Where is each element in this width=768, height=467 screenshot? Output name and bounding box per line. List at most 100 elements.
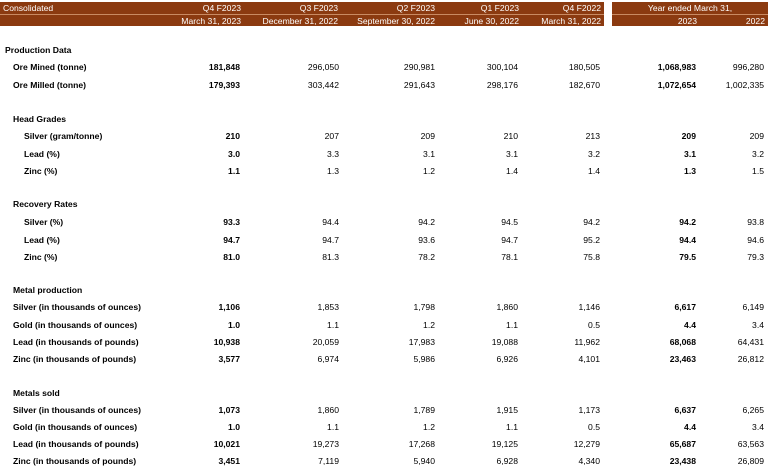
row-label: Lead (%)	[24, 235, 60, 245]
cell-value: 11,962	[574, 337, 600, 347]
section-title: Recovery Rates	[13, 199, 78, 209]
cell-value: 7,119	[318, 456, 339, 466]
cell-value: 93.6	[418, 235, 435, 245]
section-title: Metal production	[13, 285, 83, 295]
cell-value: 17,268	[408, 439, 435, 449]
cell-value: 1.1	[506, 320, 518, 330]
row-label: Zinc (in thousands of pounds)	[13, 354, 137, 364]
cell-value: 3.4	[752, 320, 764, 330]
cell-value: 1,146	[578, 302, 600, 312]
cell-value: 1.2	[423, 422, 435, 432]
cell-value: 6,974	[317, 354, 339, 364]
cell-value: 1.2	[423, 166, 435, 176]
cell-value: 1.1	[228, 166, 240, 176]
cell-value: 180,505	[568, 62, 600, 72]
cell-value: 1,173	[578, 405, 600, 415]
cell-value: 68,068	[669, 337, 696, 347]
cell-value: 6,149	[742, 302, 764, 312]
cell-value: 291,643	[403, 80, 435, 90]
cell-value: 1,002,335	[725, 80, 764, 90]
cell-value: 996,280	[732, 62, 764, 72]
cell-value: 10,938	[213, 337, 240, 347]
row-label: Lead (in thousands of pounds)	[13, 439, 139, 449]
cell-value: 17,983	[408, 337, 435, 347]
cell-value: 179,393	[208, 80, 240, 90]
header-date-q2f2023: September 30, 2022	[341, 14, 438, 26]
cell-value: 3.4	[752, 422, 764, 432]
section-title: Metals sold	[13, 388, 60, 398]
cell-value: 3.2	[588, 149, 600, 159]
row-label: Ore Milled (tonne)	[13, 80, 87, 90]
cell-value: 1,860	[496, 302, 518, 312]
cell-value: 303,442	[307, 80, 339, 90]
cell-value: 3,577	[218, 354, 240, 364]
cell-value: 209	[749, 131, 764, 141]
cell-value: 12,279	[573, 439, 600, 449]
header-date-q4f2023: March 31, 2023	[147, 14, 244, 26]
header-q4f2023: Q4 F2023	[147, 2, 244, 14]
cell-value: 1.0	[228, 320, 240, 330]
cell-value: 1,789	[413, 405, 435, 415]
header-q3f2023: Q3 F2023	[244, 2, 341, 14]
cell-value: 1,106	[218, 302, 240, 312]
cell-value: 81.0	[223, 252, 240, 262]
header-date-q1f2023: June 30, 2022	[438, 14, 522, 26]
cell-value: 1,798	[413, 302, 435, 312]
cell-value: 209	[681, 131, 696, 141]
cell-value: 1,860	[317, 405, 339, 415]
cell-value: 94.7	[322, 235, 339, 245]
cell-value: 290,981	[403, 62, 435, 72]
cell-value: 19,088	[491, 337, 518, 347]
cell-value: 1.1	[327, 422, 339, 432]
cell-value: 213	[585, 131, 600, 141]
cell-value: 1,915	[496, 405, 518, 415]
cell-value: 1.4	[588, 166, 600, 176]
cell-value: 1.5	[752, 166, 764, 176]
cell-value: 6,928	[496, 456, 518, 466]
cell-value: 3.3	[327, 149, 339, 159]
cell-value: 210	[503, 131, 518, 141]
cell-value: 1,068,983	[657, 62, 696, 72]
cell-value: 210	[225, 131, 240, 141]
cell-value: 64,431	[737, 337, 764, 347]
cell-value: 3,451	[218, 456, 240, 466]
row-label: Gold (in thousands of ounces)	[13, 422, 138, 432]
cell-value: 5,986	[413, 354, 435, 364]
cell-value: 78.1	[501, 252, 518, 262]
header-blank	[0, 14, 147, 26]
header-date-q3f2023: December 31, 2022	[244, 14, 341, 26]
cell-value: 65,687	[669, 439, 696, 449]
cell-value: 81.3	[322, 252, 339, 262]
cell-value: 93.3	[223, 217, 240, 227]
cell-value: 182,670	[568, 80, 600, 90]
cell-value: 298,176	[486, 80, 518, 90]
cell-value: 20,059	[312, 337, 339, 347]
section-title: Head Grades	[13, 114, 67, 124]
row-label: Silver (%)	[24, 217, 64, 227]
cell-value: 6,265	[742, 405, 764, 415]
cell-value: 23,463	[669, 354, 696, 364]
cell-value: 1.3	[327, 166, 339, 176]
cell-value: 94.7	[501, 235, 518, 245]
cell-value: 94.6	[747, 235, 764, 245]
cell-value: 94.2	[679, 217, 696, 227]
cell-value: 94.7	[223, 235, 240, 245]
cell-value: 95.2	[583, 235, 600, 245]
cell-value: 26,812	[737, 354, 764, 364]
cell-value: 63,563	[737, 439, 764, 449]
row-label: Silver (gram/tonne)	[24, 131, 103, 141]
header-date-q4f2022: March 31, 2022	[522, 14, 604, 26]
row-label: Ore Mined (tonne)	[13, 62, 87, 72]
cell-value: 79.5	[679, 252, 696, 262]
cell-value: 6,926	[496, 354, 518, 364]
cell-value: 94.2	[418, 217, 435, 227]
cell-value: 4,101	[578, 354, 600, 364]
cell-value: 3.1	[423, 149, 435, 159]
cell-value: 3.1	[506, 149, 518, 159]
cell-value: 1.1	[506, 422, 518, 432]
cell-value: 3.1	[684, 149, 696, 159]
cell-value: 181,848	[208, 62, 240, 72]
header-year-2022: 2022	[700, 14, 768, 26]
cell-value: 4,340	[578, 456, 600, 466]
header-q1f2023: Q1 F2023	[438, 2, 522, 14]
